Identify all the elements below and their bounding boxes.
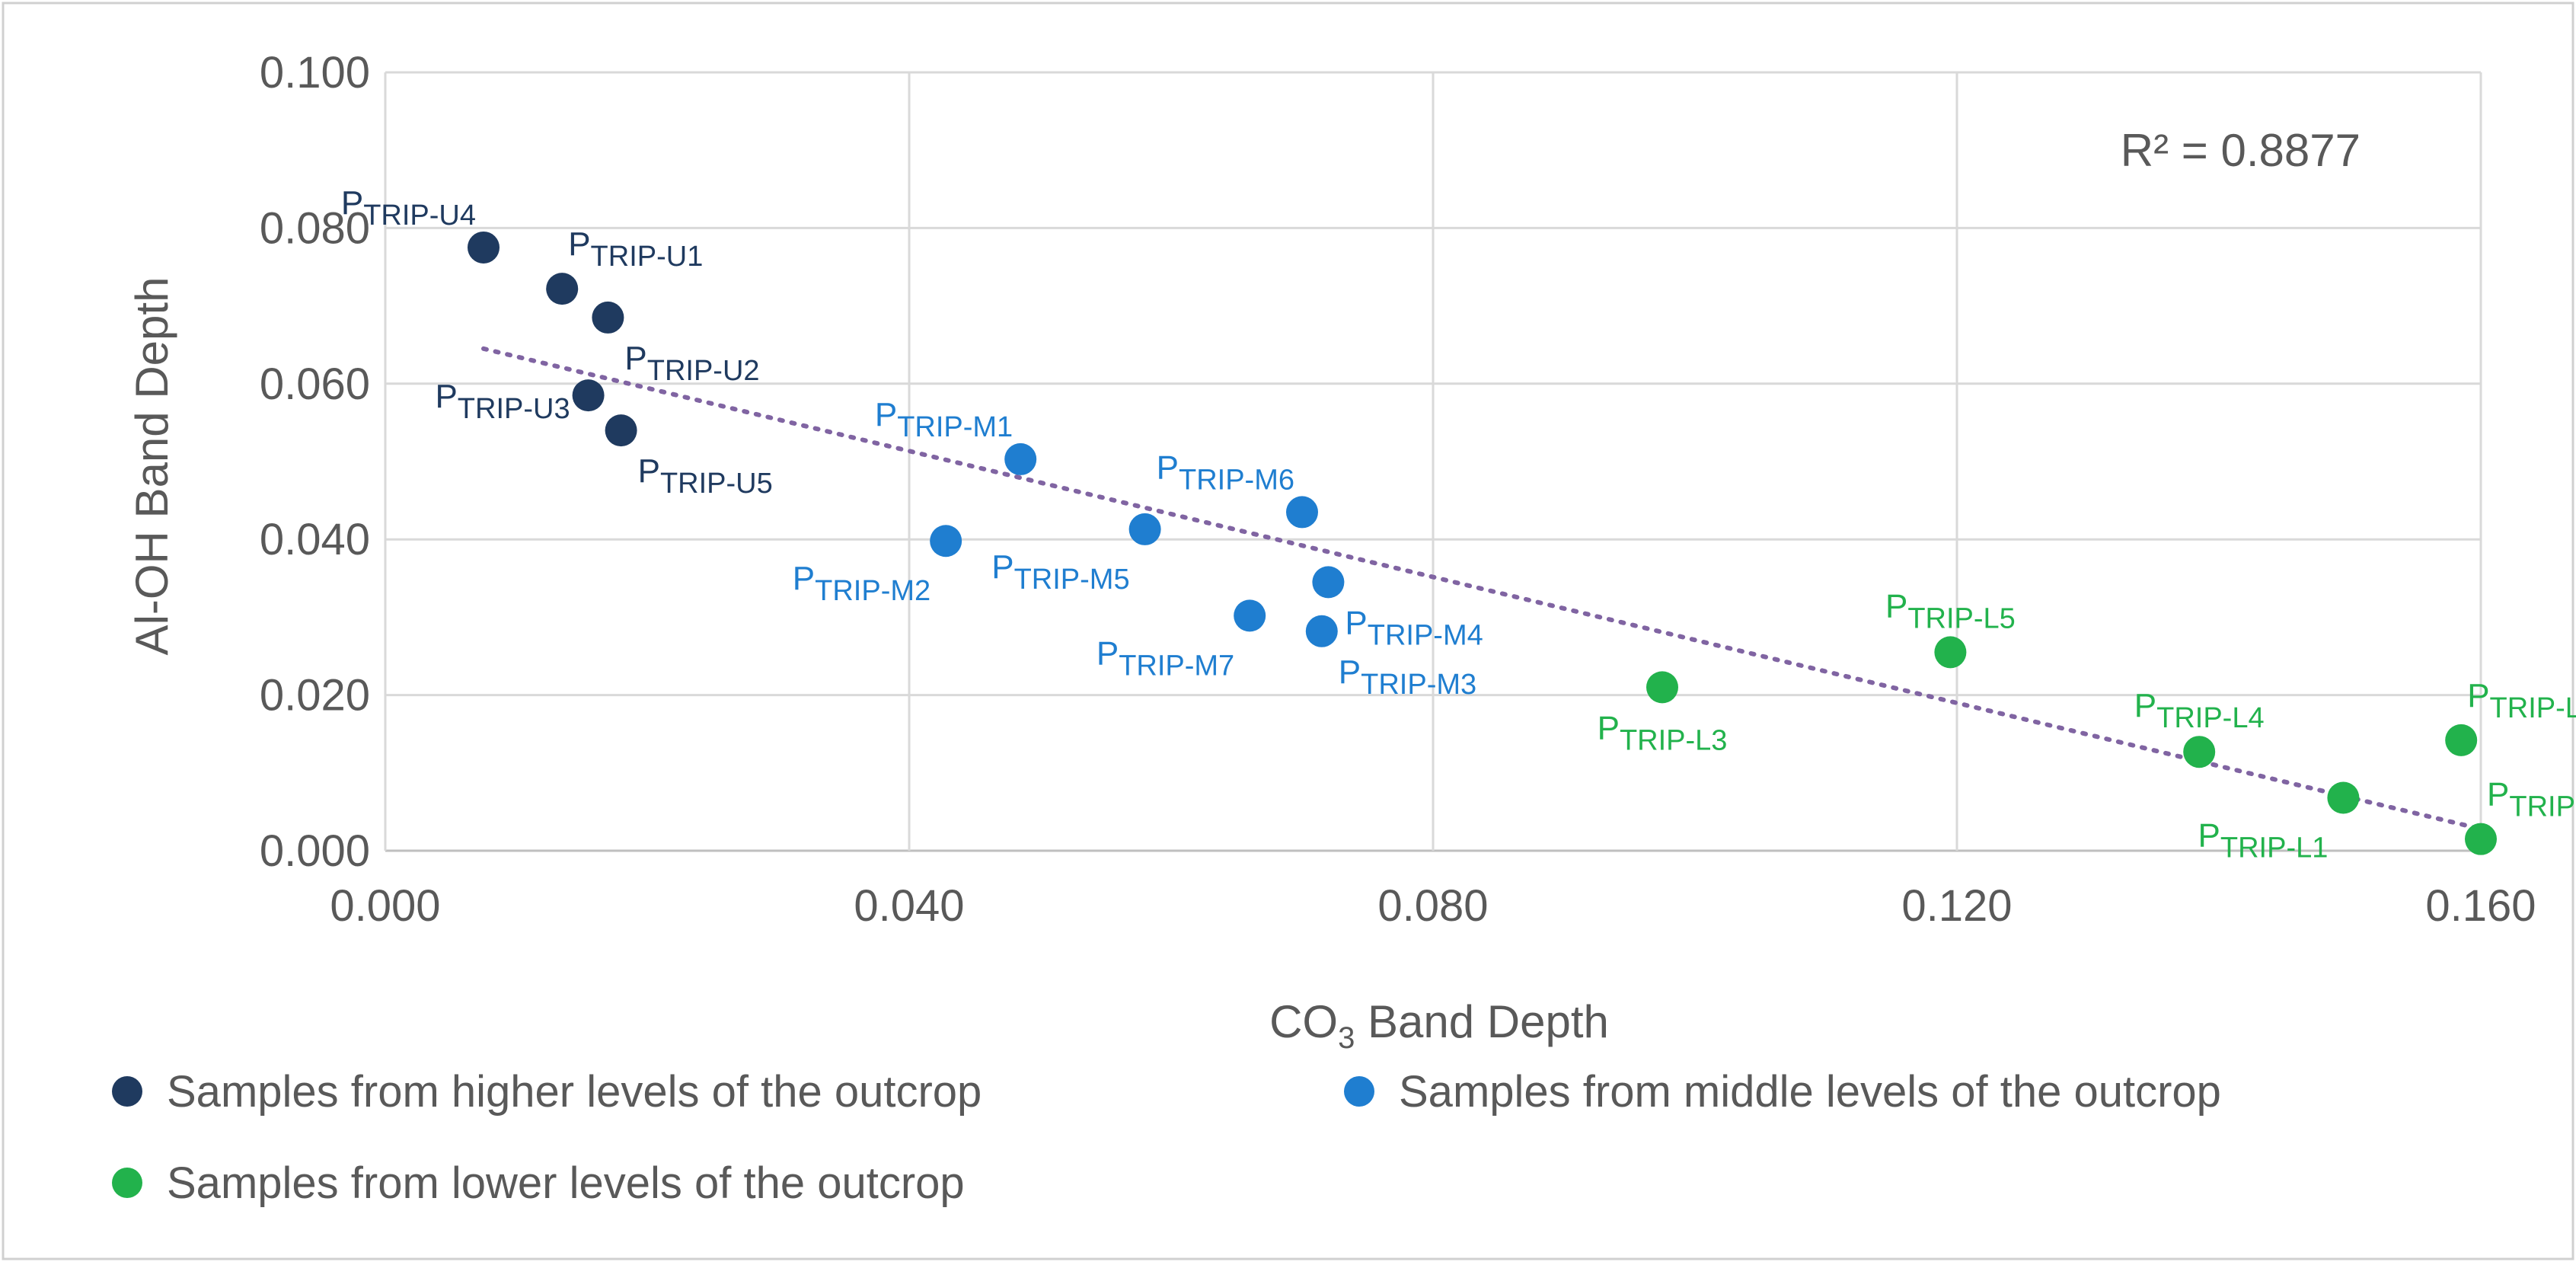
point-label: PTRIP-U4 xyxy=(341,184,476,232)
point-label: PTRIP-U1 xyxy=(568,225,703,273)
data-point xyxy=(605,414,637,447)
data-point xyxy=(1305,615,1338,647)
point-label: PTRIP-L5 xyxy=(1885,587,2016,634)
x-axis-label-sub: 3 xyxy=(1338,1021,1355,1055)
x-tick-label: 0.160 xyxy=(2425,881,2536,931)
point-label: PTRIP-L4 xyxy=(2134,687,2265,734)
data-point xyxy=(930,525,962,558)
x-axis-label: CO3 Band Depth xyxy=(1269,996,1609,1055)
gridlines xyxy=(384,71,2482,852)
point-label: PTRIP-L3 xyxy=(1598,709,1728,756)
data-point xyxy=(1234,599,1266,632)
data-point xyxy=(1004,442,1037,475)
y-axis-label: Al-OH Band Depth xyxy=(126,277,177,656)
x-tick-label: 0.080 xyxy=(1377,881,1488,931)
point-label: PTRIP-M3 xyxy=(1339,653,1476,701)
point-label: PTRIP-M6 xyxy=(1157,449,1294,496)
point-label: PTRIP-U2 xyxy=(624,340,759,387)
x-axis-label-main: CO xyxy=(1269,996,1338,1047)
point-label: PTRIP-M7 xyxy=(1096,634,1234,682)
data-point xyxy=(1934,636,1967,669)
y-tick-label: 0.000 xyxy=(260,826,370,876)
r-squared-annotation: R² = 0.8877 xyxy=(2121,125,2361,176)
point-label: PTRIP-M5 xyxy=(991,548,1129,596)
legend-marker xyxy=(1344,1076,1374,1107)
point-labels: PTRIP-U4 PTRIP-U1 PTRIP-U2 PTRIP-U3 PTRIP-U5… xyxy=(341,184,2576,864)
data-point xyxy=(2183,736,2216,768)
data-point xyxy=(2327,781,2360,814)
y-tick-label: 0.100 xyxy=(260,48,370,97)
legend: Samples from higher levels of the outcro… xyxy=(112,1067,2221,1208)
y-tick-label: 0.040 xyxy=(260,515,370,564)
point-label: PTRIP-M2 xyxy=(793,560,930,607)
data-point xyxy=(2445,724,2478,756)
legend-label: Samples from higher levels of the outcro… xyxy=(167,1067,982,1117)
data-point xyxy=(546,273,579,305)
data-point xyxy=(468,231,500,264)
tick-labels: 0.000 0.020 0.040 0.060 0.080 0.100 0.000 0.040… xyxy=(260,48,2536,931)
data-points xyxy=(468,231,2497,855)
point-label: PTRIP-L1 xyxy=(2198,817,2329,864)
x-tick-label: 0.120 xyxy=(1901,881,2012,931)
point-label: PTRIP-L6 xyxy=(2467,677,2576,724)
data-point xyxy=(1312,566,1345,599)
legend-marker xyxy=(112,1168,142,1198)
point-label: PTRIP-U5 xyxy=(638,452,773,500)
x-axis-label-rest: Band Depth xyxy=(1355,996,1609,1047)
legend-marker xyxy=(112,1076,142,1107)
legend-label: Samples from lower levels of the outcrop xyxy=(167,1158,965,1208)
data-point xyxy=(592,301,624,334)
point-label: PTRIP-M1 xyxy=(875,396,1013,443)
point-label: PTRIP-U3 xyxy=(435,378,570,425)
data-point xyxy=(2465,823,2497,855)
y-tick-label: 0.080 xyxy=(260,203,370,253)
data-point xyxy=(572,379,605,412)
x-tick-label: 0.000 xyxy=(330,881,440,931)
data-point xyxy=(1128,513,1161,545)
data-point xyxy=(1646,671,1678,704)
data-point xyxy=(1286,496,1318,529)
trendline xyxy=(481,346,2477,830)
y-tick-label: 0.020 xyxy=(260,671,370,720)
point-label: PTRIP-M4 xyxy=(1345,604,1483,651)
legend-label: Samples from middle levels of the outcro… xyxy=(1399,1067,2221,1117)
x-tick-label: 0.040 xyxy=(854,881,964,931)
y-tick-label: 0.060 xyxy=(260,359,370,409)
point-label: PTRIP-L2 xyxy=(2487,776,2576,823)
